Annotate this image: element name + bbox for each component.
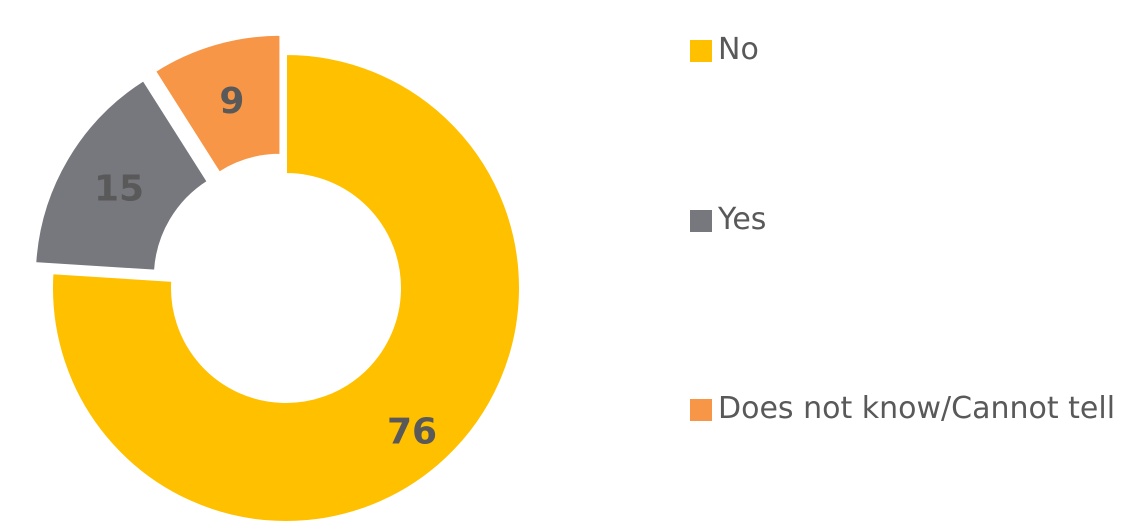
legend-swatch-does-not-know (690, 399, 712, 421)
legend-item-no: No (690, 26, 1130, 74)
legend-swatch-yes (690, 210, 712, 232)
slice-no (51, 52, 521, 523)
legend-label-yes: Yes (718, 202, 767, 237)
donut-chart: 76 15 9 (34, 33, 521, 523)
legend-label-no: No (718, 32, 759, 67)
slice-yes (34, 78, 210, 272)
data-label-does-not-know: 9 (219, 81, 244, 122)
legend-swatch-no (690, 40, 712, 62)
data-label-yes: 15 (94, 169, 144, 210)
data-label-no: 76 (387, 412, 437, 453)
slice-does-not-know (153, 33, 282, 174)
legend-item-yes: Yes (690, 196, 1130, 244)
legend-item-does-not-know: Does not know/Cannot tell (690, 385, 1130, 433)
legend-label-does-not-know: Does not know/Cannot tell (718, 391, 1116, 426)
